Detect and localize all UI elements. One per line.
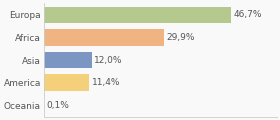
Bar	[44, 52, 92, 68]
Bar	[44, 7, 231, 23]
Text: 29,9%: 29,9%	[166, 33, 195, 42]
Text: 0,1%: 0,1%	[46, 101, 69, 110]
Text: 12,0%: 12,0%	[94, 55, 123, 65]
Text: 46,7%: 46,7%	[234, 10, 262, 19]
Bar	[44, 29, 164, 45]
Bar	[44, 75, 89, 91]
Text: 11,4%: 11,4%	[92, 78, 120, 87]
